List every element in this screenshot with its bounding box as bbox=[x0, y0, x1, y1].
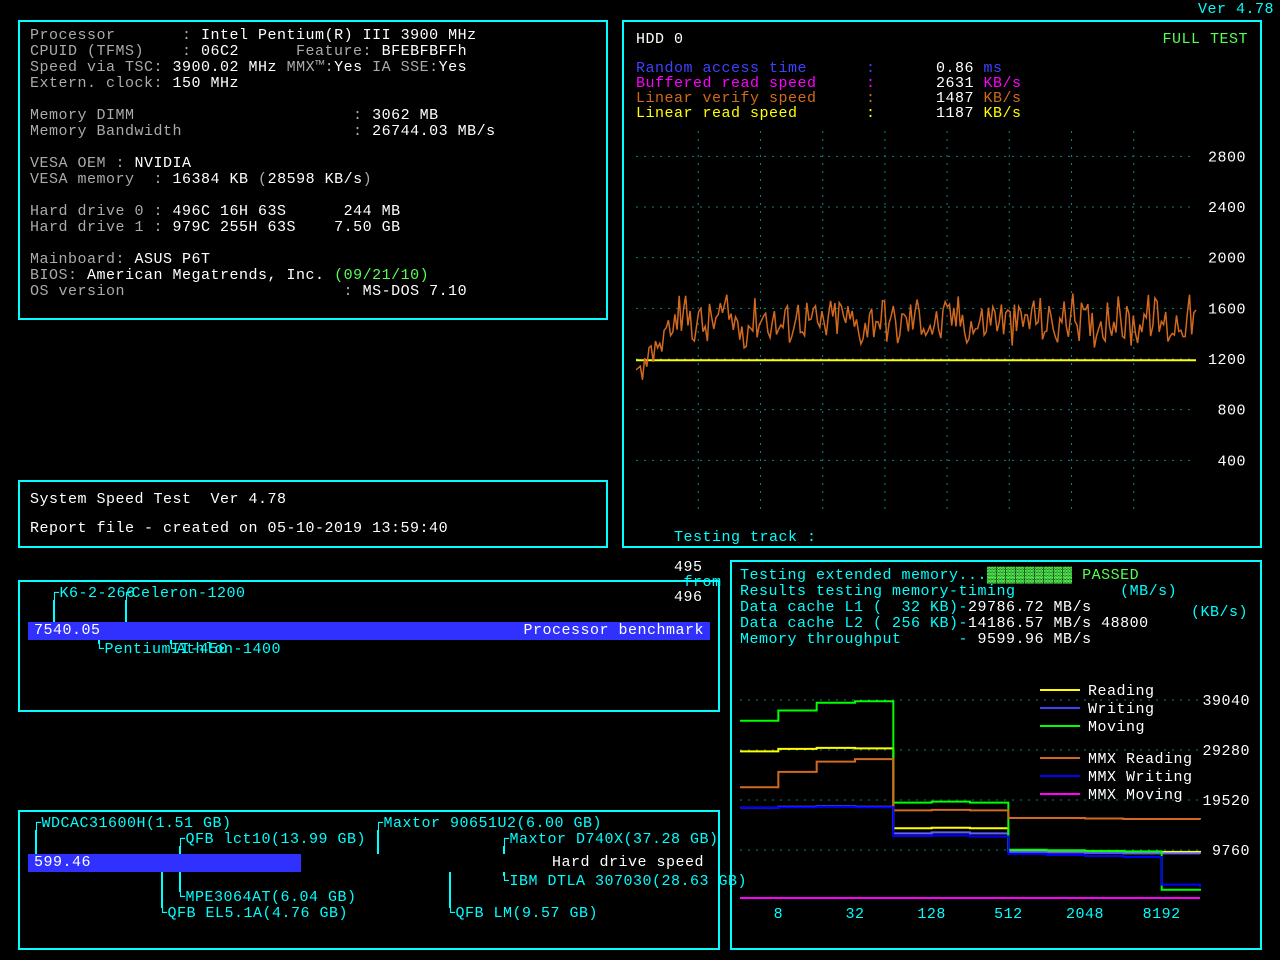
hdd-chart-mode: FULL TEST bbox=[1162, 32, 1248, 47]
svg-text:Moving: Moving bbox=[1088, 719, 1145, 736]
cpu-bench-label: Processor benchmark bbox=[523, 622, 704, 640]
svg-text:1600: 1600 bbox=[1208, 301, 1246, 318]
svg-text:19520: 19520 bbox=[1202, 793, 1250, 810]
mem-line-chart: 9760 19520 29280 39040 8 32 128 512 2048 8192 Read… bbox=[740, 650, 1256, 940]
svg-text:128: 128 bbox=[917, 906, 946, 923]
svg-text:29280: 29280 bbox=[1202, 743, 1250, 760]
svg-text:Writing: Writing bbox=[1088, 701, 1155, 718]
svg-text:39040: 39040 bbox=[1202, 693, 1250, 710]
hdd-bench-bar: 599.46 Hard drive speed bbox=[28, 854, 710, 872]
svg-text:1200: 1200 bbox=[1208, 352, 1246, 369]
svg-text:2000: 2000 bbox=[1208, 251, 1246, 268]
mem-chart-panel: Testing extended memory...▓▓▓▓▓▓▓▓▓ PASS… bbox=[730, 560, 1262, 950]
svg-text:MMX Moving: MMX Moving bbox=[1088, 787, 1183, 804]
report-panel: System Speed Test Ver 4.78 Report file -… bbox=[18, 480, 608, 548]
svg-text:8: 8 bbox=[774, 906, 784, 923]
cpu-bench-panel: ┌K6-2-266┌Celeron-1200 7540.05 Processor… bbox=[18, 580, 720, 712]
hdd-bench-label: Hard drive speed bbox=[552, 854, 704, 872]
svg-text:512: 512 bbox=[994, 906, 1023, 923]
hdd-bench-panel: ┌WDCAC31600H(1.51 GB)┌Maxtor 90651U2(6.0… bbox=[18, 810, 720, 950]
svg-text:2800: 2800 bbox=[1208, 149, 1246, 166]
hdd-chart-panel: HDD 0 FULL TEST Random access time: 0.86… bbox=[622, 20, 1262, 548]
version-label: Ver 4.78 bbox=[1198, 2, 1274, 17]
svg-text:2048: 2048 bbox=[1066, 906, 1104, 923]
svg-text:2400: 2400 bbox=[1208, 200, 1246, 217]
cpu-bench-bar: 7540.05 Processor benchmark bbox=[28, 622, 710, 640]
svg-text:MMX Reading: MMX Reading bbox=[1088, 751, 1193, 768]
svg-text:800: 800 bbox=[1217, 403, 1246, 420]
svg-text:400: 400 bbox=[1217, 453, 1246, 470]
sysinfo-panel: Processor : Intel Pentium(R) III 3900 MH… bbox=[18, 20, 608, 320]
svg-text:8192: 8192 bbox=[1143, 906, 1181, 923]
report-title: System Speed Test Ver 4.78 bbox=[30, 492, 596, 507]
svg-text:Reading: Reading bbox=[1088, 683, 1155, 700]
hdd-chart-title: HDD 0 bbox=[636, 32, 684, 47]
report-file: Report file - created on 05-10-2019 13:5… bbox=[30, 521, 596, 536]
svg-text:MMX Writing: MMX Writing bbox=[1088, 769, 1193, 786]
svg-text:9760: 9760 bbox=[1212, 843, 1250, 860]
hdd-line-chart: 400 800 1200 1600 2000 2400 2800 bbox=[636, 131, 1252, 511]
svg-text:32: 32 bbox=[845, 906, 864, 923]
